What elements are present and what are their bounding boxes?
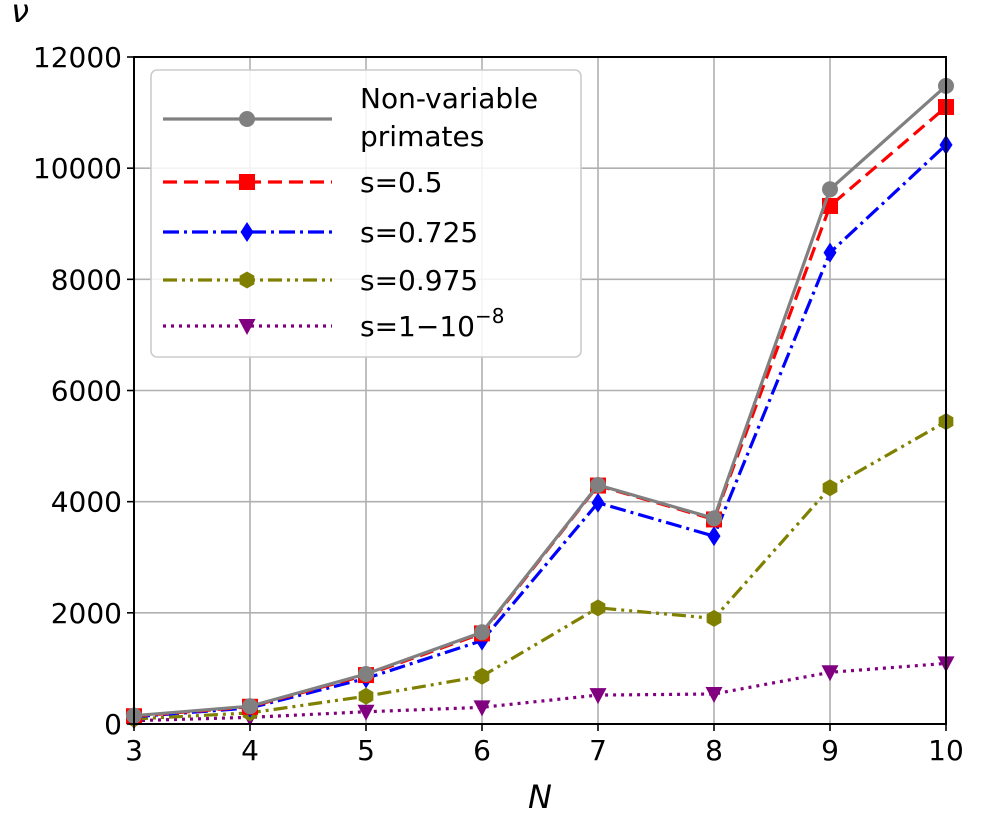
legend-label: s=0.725 <box>360 216 478 249</box>
data-point <box>590 476 606 493</box>
data-point <box>589 688 607 705</box>
series-line <box>133 420 947 721</box>
x-tick-label: 4 <box>241 734 259 767</box>
x-tick-label: 5 <box>357 734 375 767</box>
legend-marker <box>239 271 255 289</box>
legend-entry-0: Non-variable primates <box>163 82 538 153</box>
data-point <box>705 686 723 703</box>
series-layer <box>125 77 955 730</box>
data-point <box>357 704 375 721</box>
x-tick-label: 7 <box>589 734 607 767</box>
data-point <box>590 599 606 617</box>
x-tick-label: 3 <box>125 734 143 767</box>
x-tick-label: 6 <box>473 734 491 767</box>
data-point <box>707 526 721 547</box>
y-tick-label: 0 <box>104 708 122 741</box>
data-point <box>706 609 722 627</box>
legend: Non-variableprimatess=0.5s=0.725s=0.975s… <box>150 69 582 358</box>
x-axis-label: N <box>528 778 552 816</box>
data-point <box>591 492 605 513</box>
legend-marker <box>240 222 254 242</box>
legend-marker <box>239 174 255 190</box>
x-tick-label: 8 <box>705 734 723 767</box>
x-tick-label: 10 <box>928 734 964 767</box>
data-point <box>822 479 838 497</box>
series-0 <box>126 77 954 724</box>
y-tick-label: 8000 <box>51 263 122 296</box>
y-tick-label: 12000 <box>33 41 122 74</box>
legend-label: primates <box>360 120 484 153</box>
y-axis-label: ν <box>11 0 29 30</box>
series-line <box>133 84 948 718</box>
y-tick-label: 2000 <box>51 597 122 630</box>
legend-entry-3: s=0.975 <box>163 264 478 297</box>
ticks: 3 4 5 6 7 8 9 10 0 2000 4000 6000 8000 10000 12000 <box>33 41 964 767</box>
legend-marker <box>238 319 256 335</box>
data-point <box>822 181 838 198</box>
y-tick-label: 4000 <box>51 486 122 519</box>
data-point <box>358 687 374 705</box>
data-point <box>823 242 837 263</box>
data-point <box>473 700 491 717</box>
data-point <box>821 665 839 682</box>
legend-entry-2: s=0.725 <box>163 216 478 249</box>
legend-box <box>150 69 582 358</box>
legend-label: s=0.5 <box>360 166 443 199</box>
data-point <box>242 698 258 715</box>
legend-label: Non-variable <box>360 82 538 115</box>
data-point <box>474 624 490 641</box>
legend-marker <box>239 111 255 127</box>
data-point <box>706 510 722 527</box>
data-point <box>358 665 374 682</box>
legend-label: s=0.975 <box>360 264 478 297</box>
y-tick-label: 6000 <box>51 375 122 408</box>
y-tick-label: 10000 <box>33 152 122 185</box>
legend-superscript: −8 <box>475 304 504 328</box>
legend-entry-1: s=0.5 <box>163 166 443 199</box>
data-point <box>474 667 490 685</box>
series-line <box>133 143 948 719</box>
x-tick-label: 9 <box>821 734 839 767</box>
